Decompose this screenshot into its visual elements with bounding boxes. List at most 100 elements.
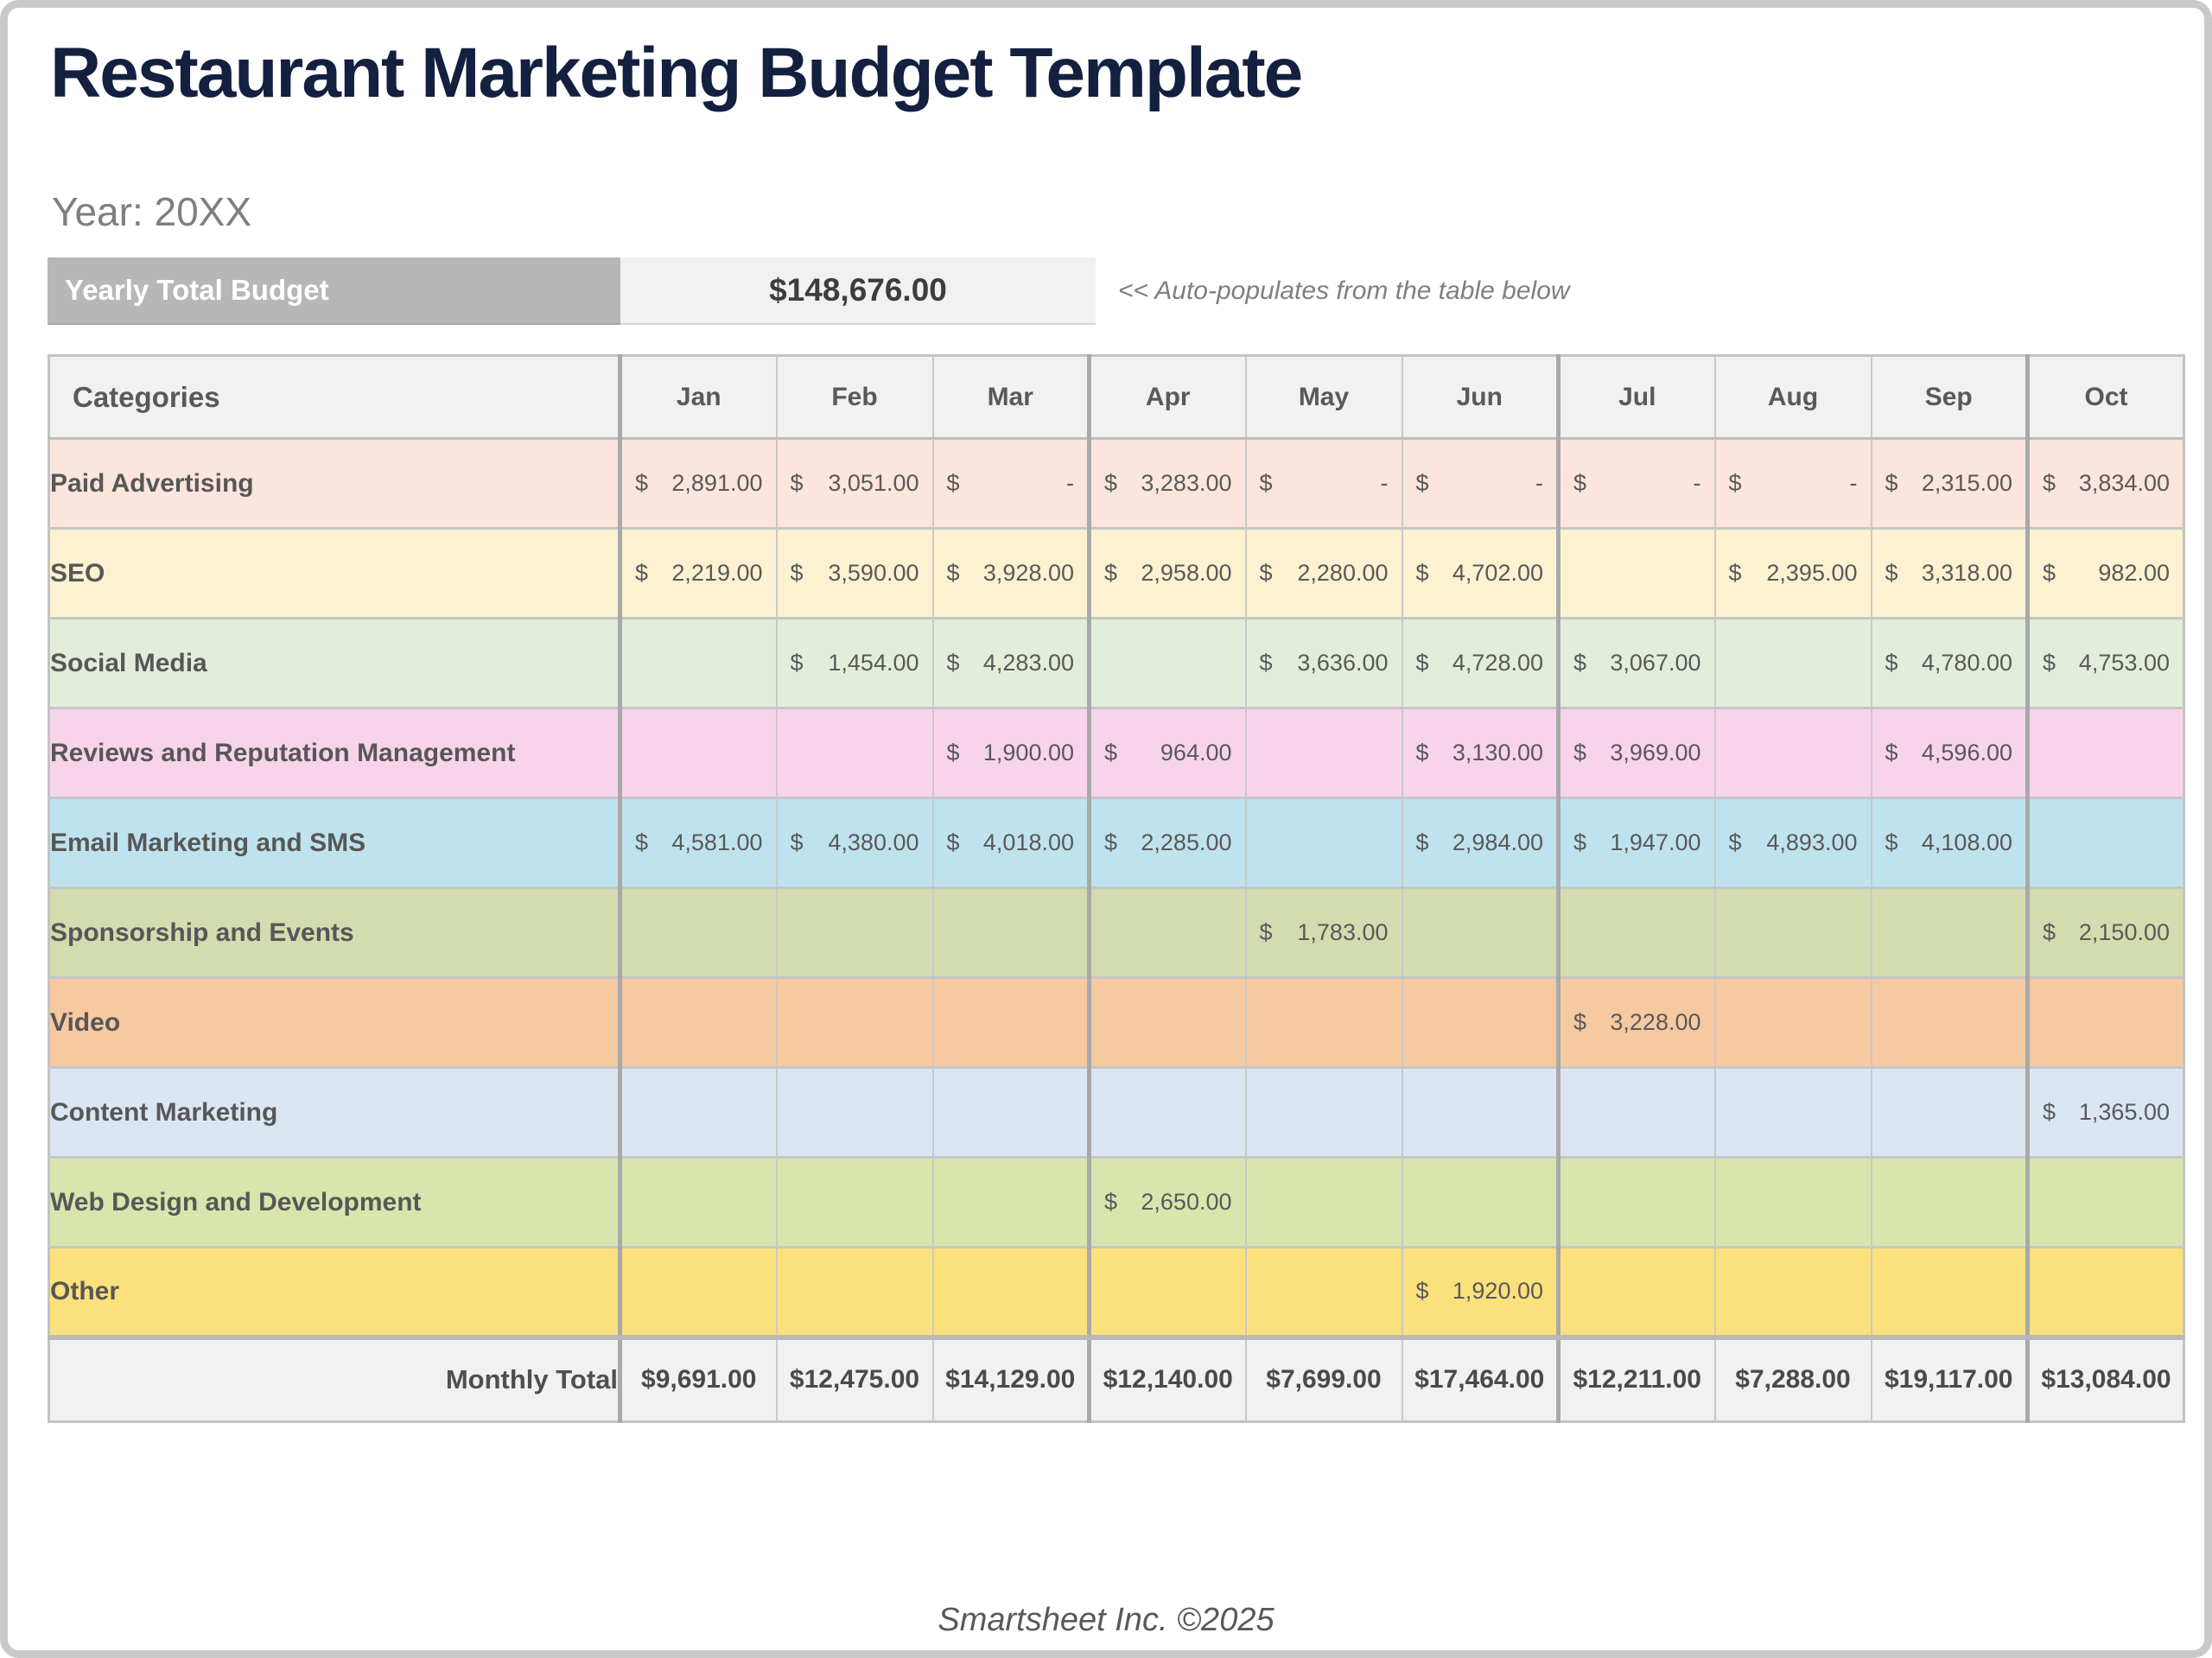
- budget-cell[interactable]: [1088, 976, 1247, 1069]
- budget-cell[interactable]: $3,283.00: [1088, 437, 1247, 530]
- budget-cell[interactable]: $4,702.00: [1401, 527, 1560, 619]
- budget-cell[interactable]: [775, 976, 934, 1069]
- budget-cell[interactable]: $ -: [1557, 437, 1716, 530]
- budget-cell[interactable]: $2,150.00: [2026, 886, 2185, 979]
- budget-cell[interactable]: [1557, 527, 1716, 619]
- budget-cell[interactable]: $1,454.00: [775, 617, 934, 709]
- budget-cell[interactable]: $1,947.00: [1557, 797, 1716, 889]
- budget-cell[interactable]: [1713, 1246, 1872, 1338]
- budget-cell[interactable]: [619, 1246, 778, 1338]
- budget-cell[interactable]: $3,228.00: [1557, 976, 1716, 1069]
- budget-cell[interactable]: $2,984.00: [1401, 797, 1560, 889]
- budget-cell[interactable]: $2,395.00: [1713, 527, 1872, 619]
- budget-cell[interactable]: $2,280.00: [1244, 527, 1403, 619]
- budget-cell[interactable]: [1870, 886, 2030, 979]
- budget-cell[interactable]: $4,728.00: [1401, 617, 1560, 709]
- budget-cell[interactable]: $4,893.00: [1713, 797, 1872, 889]
- budget-cell[interactable]: $ -: [1401, 437, 1560, 530]
- budget-cell[interactable]: [1401, 976, 1560, 1069]
- budget-cell[interactable]: [931, 886, 1091, 979]
- budget-cell[interactable]: $964.00: [1088, 707, 1247, 799]
- budget-cell[interactable]: [2026, 797, 2185, 889]
- budget-cell[interactable]: $982.00: [2026, 527, 2185, 619]
- budget-cell[interactable]: $3,928.00: [931, 527, 1091, 619]
- budget-cell[interactable]: [619, 1156, 778, 1248]
- budget-cell[interactable]: $ -: [1244, 437, 1403, 530]
- budget-cell[interactable]: [619, 886, 778, 979]
- budget-cell[interactable]: $2,891.00: [619, 437, 778, 530]
- budget-cell[interactable]: [619, 617, 778, 709]
- budget-cell[interactable]: [931, 1156, 1091, 1248]
- budget-cell[interactable]: [1870, 1246, 2030, 1338]
- budget-cell[interactable]: [1088, 886, 1247, 979]
- budget-cell[interactable]: [1713, 707, 1872, 799]
- budget-cell[interactable]: [2026, 1156, 2185, 1248]
- budget-cell[interactable]: [775, 707, 934, 799]
- budget-cell[interactable]: $4,018.00: [931, 797, 1091, 889]
- budget-cell[interactable]: [775, 1066, 934, 1159]
- budget-cell[interactable]: $4,596.00: [1870, 707, 2030, 799]
- budget-cell[interactable]: [931, 1066, 1091, 1159]
- budget-cell[interactable]: [619, 976, 778, 1069]
- budget-cell[interactable]: [1870, 1066, 2030, 1159]
- budget-cell[interactable]: [619, 707, 778, 799]
- budget-cell[interactable]: $ -: [931, 437, 1091, 530]
- budget-cell[interactable]: [1088, 1246, 1247, 1338]
- budget-cell[interactable]: [1244, 1156, 1403, 1248]
- budget-cell[interactable]: [1401, 1066, 1560, 1159]
- budget-cell[interactable]: [1244, 797, 1403, 889]
- budget-cell[interactable]: [1557, 1246, 1716, 1338]
- budget-cell[interactable]: [1870, 1156, 2030, 1248]
- budget-cell[interactable]: $3,130.00: [1401, 707, 1560, 799]
- budget-cell[interactable]: [1713, 617, 1872, 709]
- budget-cell[interactable]: $1,365.00: [2026, 1066, 2185, 1159]
- budget-cell[interactable]: [1401, 886, 1560, 979]
- budget-cell[interactable]: [1713, 886, 1872, 979]
- budget-cell[interactable]: [1244, 976, 1403, 1069]
- budget-cell[interactable]: [931, 976, 1091, 1069]
- yearly-total-budget-value[interactable]: $148,676.00: [620, 257, 1096, 325]
- budget-cell[interactable]: $3,969.00: [1557, 707, 1716, 799]
- budget-cell[interactable]: [1713, 1156, 1872, 1248]
- budget-cell[interactable]: $3,636.00: [1244, 617, 1403, 709]
- budget-cell[interactable]: $3,318.00: [1870, 527, 2030, 619]
- budget-cell[interactable]: $1,920.00: [1401, 1246, 1560, 1338]
- budget-cell[interactable]: [1401, 1156, 1560, 1248]
- budget-cell[interactable]: [1557, 1066, 1716, 1159]
- budget-cell[interactable]: [775, 1156, 934, 1248]
- budget-cell[interactable]: [931, 1246, 1091, 1338]
- budget-cell[interactable]: [1870, 976, 2030, 1069]
- budget-cell[interactable]: $3,834.00: [2026, 437, 2185, 530]
- budget-cell[interactable]: $2,315.00: [1870, 437, 2030, 530]
- budget-cell[interactable]: [775, 886, 934, 979]
- budget-cell[interactable]: [1088, 1066, 1247, 1159]
- budget-cell[interactable]: [2026, 1246, 2185, 1338]
- budget-cell[interactable]: [1088, 617, 1247, 709]
- budget-cell[interactable]: $1,783.00: [1244, 886, 1403, 979]
- budget-cell[interactable]: $3,590.00: [775, 527, 934, 619]
- budget-cell[interactable]: $1,900.00: [931, 707, 1091, 799]
- budget-cell[interactable]: $2,219.00: [619, 527, 778, 619]
- budget-cell[interactable]: [1244, 1066, 1403, 1159]
- budget-cell[interactable]: [1244, 1246, 1403, 1338]
- budget-cell[interactable]: $2,958.00: [1088, 527, 1247, 619]
- budget-cell[interactable]: [2026, 707, 2185, 799]
- budget-cell[interactable]: $4,108.00: [1870, 797, 2030, 889]
- budget-cell[interactable]: [1713, 976, 1872, 1069]
- budget-cell[interactable]: $ -: [1713, 437, 1872, 530]
- budget-cell[interactable]: $4,283.00: [931, 617, 1091, 709]
- budget-cell[interactable]: $3,067.00: [1557, 617, 1716, 709]
- budget-cell[interactable]: $4,380.00: [775, 797, 934, 889]
- budget-cell[interactable]: [2026, 976, 2185, 1069]
- budget-cell[interactable]: [1244, 707, 1403, 799]
- budget-cell[interactable]: [619, 1066, 778, 1159]
- budget-cell[interactable]: [1713, 1066, 1872, 1159]
- budget-cell[interactable]: $4,581.00: [619, 797, 778, 889]
- budget-cell[interactable]: [1557, 1156, 1716, 1248]
- budget-cell[interactable]: [775, 1246, 934, 1338]
- budget-cell[interactable]: $4,780.00: [1870, 617, 2030, 709]
- budget-cell[interactable]: [1557, 886, 1716, 979]
- budget-cell[interactable]: $2,650.00: [1088, 1156, 1247, 1248]
- budget-cell[interactable]: $2,285.00: [1088, 797, 1247, 889]
- budget-cell[interactable]: $3,051.00: [775, 437, 934, 530]
